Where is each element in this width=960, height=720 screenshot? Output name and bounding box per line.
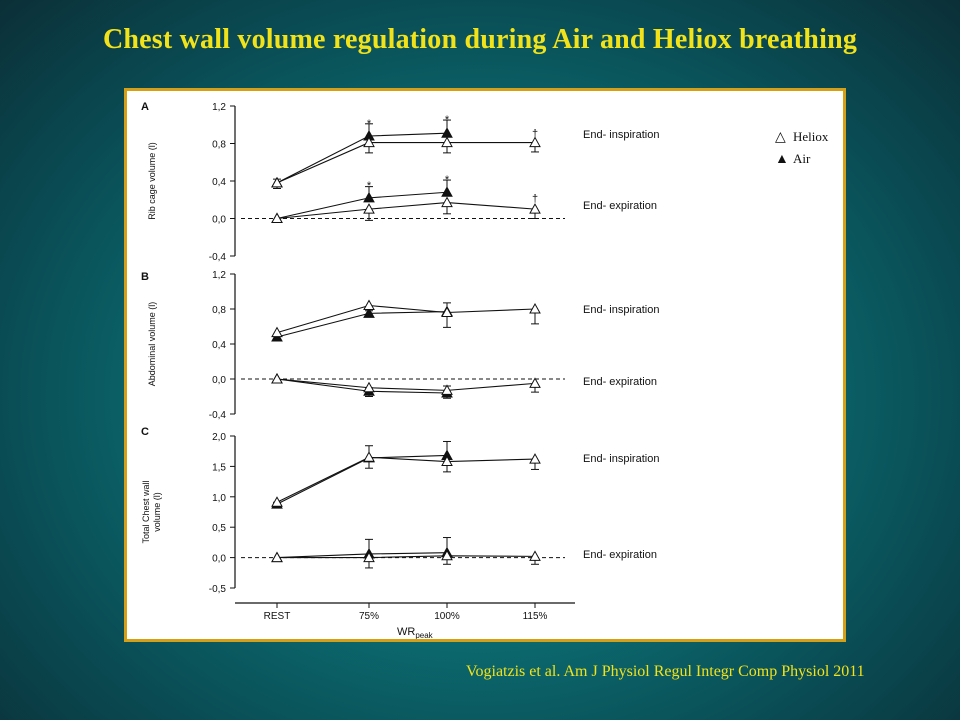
series-line-heliox xyxy=(276,378,536,391)
series-line-air xyxy=(276,454,448,505)
series-line-heliox xyxy=(276,304,536,334)
data-point-heliox xyxy=(441,136,453,148)
x-tick-label: 75% xyxy=(359,611,379,622)
legend-label: Air xyxy=(793,151,811,166)
x-axis-label-main: WR xyxy=(397,626,415,638)
annotation-end-expiration: End- expiration xyxy=(583,200,657,212)
data-point-heliox xyxy=(363,203,375,214)
data-point-heliox xyxy=(271,496,283,507)
y-tick-label: 2,0 xyxy=(212,432,226,443)
significance-marker: * xyxy=(367,180,372,192)
data-point-heliox xyxy=(529,302,541,314)
panel-letter: A xyxy=(141,101,149,113)
y-tick-label: 0,0 xyxy=(212,375,226,386)
y-tick-label: 0,5 xyxy=(212,523,226,534)
data-point-heliox xyxy=(363,381,375,393)
y-tick-label: 0,4 xyxy=(212,340,226,351)
y-axis-label: Rib cage volume (l) xyxy=(147,142,157,220)
data-point-heliox xyxy=(441,384,453,395)
y-tick-label: 0,0 xyxy=(212,215,226,226)
y-tick-label: -0,4 xyxy=(209,252,227,263)
series-line-heliox xyxy=(276,142,535,184)
x-axis-label: WRpeak xyxy=(397,626,434,639)
y-tick-label: 0,4 xyxy=(212,177,226,188)
figure-svg: A 1,2 0,8 0,4 0,0 -0,4 Rib cage volume (l) * * † *… xyxy=(141,101,829,640)
annotation-end-inspiration: End- inspiration xyxy=(583,453,659,465)
figure-frame: A 1,2 0,8 0,4 0,0 -0,4 Rib cage volume (l) * * † *… xyxy=(124,88,846,642)
y-tick-label: 0,8 xyxy=(212,140,226,151)
panel-letter: B xyxy=(141,271,149,283)
data-point-heliox xyxy=(363,551,375,563)
data-point-heliox xyxy=(529,203,541,214)
significance-marker: * xyxy=(445,114,450,126)
data-point-air xyxy=(363,307,375,318)
y-tick-label: 1,2 xyxy=(212,102,226,113)
y-axis-label: Abdominal volume (l) xyxy=(147,302,157,387)
data-point-air xyxy=(363,191,375,203)
data-point-heliox xyxy=(441,196,453,208)
y-axis-label: Total Chest wall xyxy=(141,480,151,543)
significance-marker: * xyxy=(367,118,372,130)
y-axis-label: volume (l) xyxy=(152,492,162,532)
data-point-heliox xyxy=(529,136,541,148)
significance-marker: * xyxy=(445,174,450,186)
data-point-heliox xyxy=(271,212,283,223)
data-point-heliox xyxy=(363,136,375,148)
data-point-heliox xyxy=(441,455,453,467)
data-point-heliox xyxy=(441,549,453,561)
annotation-end-inspiration: End- inspiration xyxy=(583,304,659,316)
data-point-heliox xyxy=(529,377,541,388)
data-point-heliox xyxy=(271,551,283,563)
slide-title: Chest wall volume regulation during Air … xyxy=(102,24,858,55)
y-tick-label: -0,4 xyxy=(209,410,227,421)
series-line-heliox xyxy=(276,202,536,220)
legend-symbol: ▲ xyxy=(775,150,789,166)
y-tick-label: -0,5 xyxy=(209,584,227,595)
significance-marker: † xyxy=(532,128,538,140)
y-tick-label: 0,0 xyxy=(212,554,226,565)
significance-marker: † xyxy=(532,193,538,205)
series-line-heliox xyxy=(277,555,536,559)
data-point-heliox xyxy=(441,306,453,317)
x-tick-label: 115% xyxy=(523,611,548,622)
annotation-end-expiration: End- expiration xyxy=(583,549,657,561)
data-point-heliox xyxy=(529,453,541,464)
x-tick-label: 100% xyxy=(434,611,460,622)
data-point-heliox xyxy=(271,326,283,338)
data-point-air xyxy=(441,186,453,197)
y-tick-label: 1,5 xyxy=(212,462,226,473)
data-point-heliox xyxy=(363,299,375,310)
annotation-end-inspiration: End- inspiration xyxy=(583,129,659,141)
data-point-heliox xyxy=(363,451,375,462)
annotation-end-expiration: End- expiration xyxy=(583,376,657,388)
data-point-heliox xyxy=(529,550,541,561)
y-tick-label: 1,2 xyxy=(212,270,226,281)
y-tick-label: 1,0 xyxy=(212,493,226,504)
x-tick-label: REST xyxy=(264,611,291,622)
legend-label: Heliox xyxy=(793,129,829,144)
legend-symbol: △ xyxy=(775,128,786,144)
series-line-air xyxy=(276,132,448,184)
data-point-air xyxy=(441,127,453,138)
series-line-heliox xyxy=(276,456,536,503)
x-axis-label-sub: peak xyxy=(415,631,433,639)
data-point-heliox xyxy=(271,176,283,188)
y-tick-label: 0,8 xyxy=(212,305,226,316)
citation: Vogiatzis et al. Am J Physiol Regul Inte… xyxy=(466,663,865,680)
panel-letter: C xyxy=(141,426,149,438)
series-line-air xyxy=(276,311,448,338)
series-line-air xyxy=(276,191,448,220)
data-point-heliox xyxy=(271,372,283,384)
